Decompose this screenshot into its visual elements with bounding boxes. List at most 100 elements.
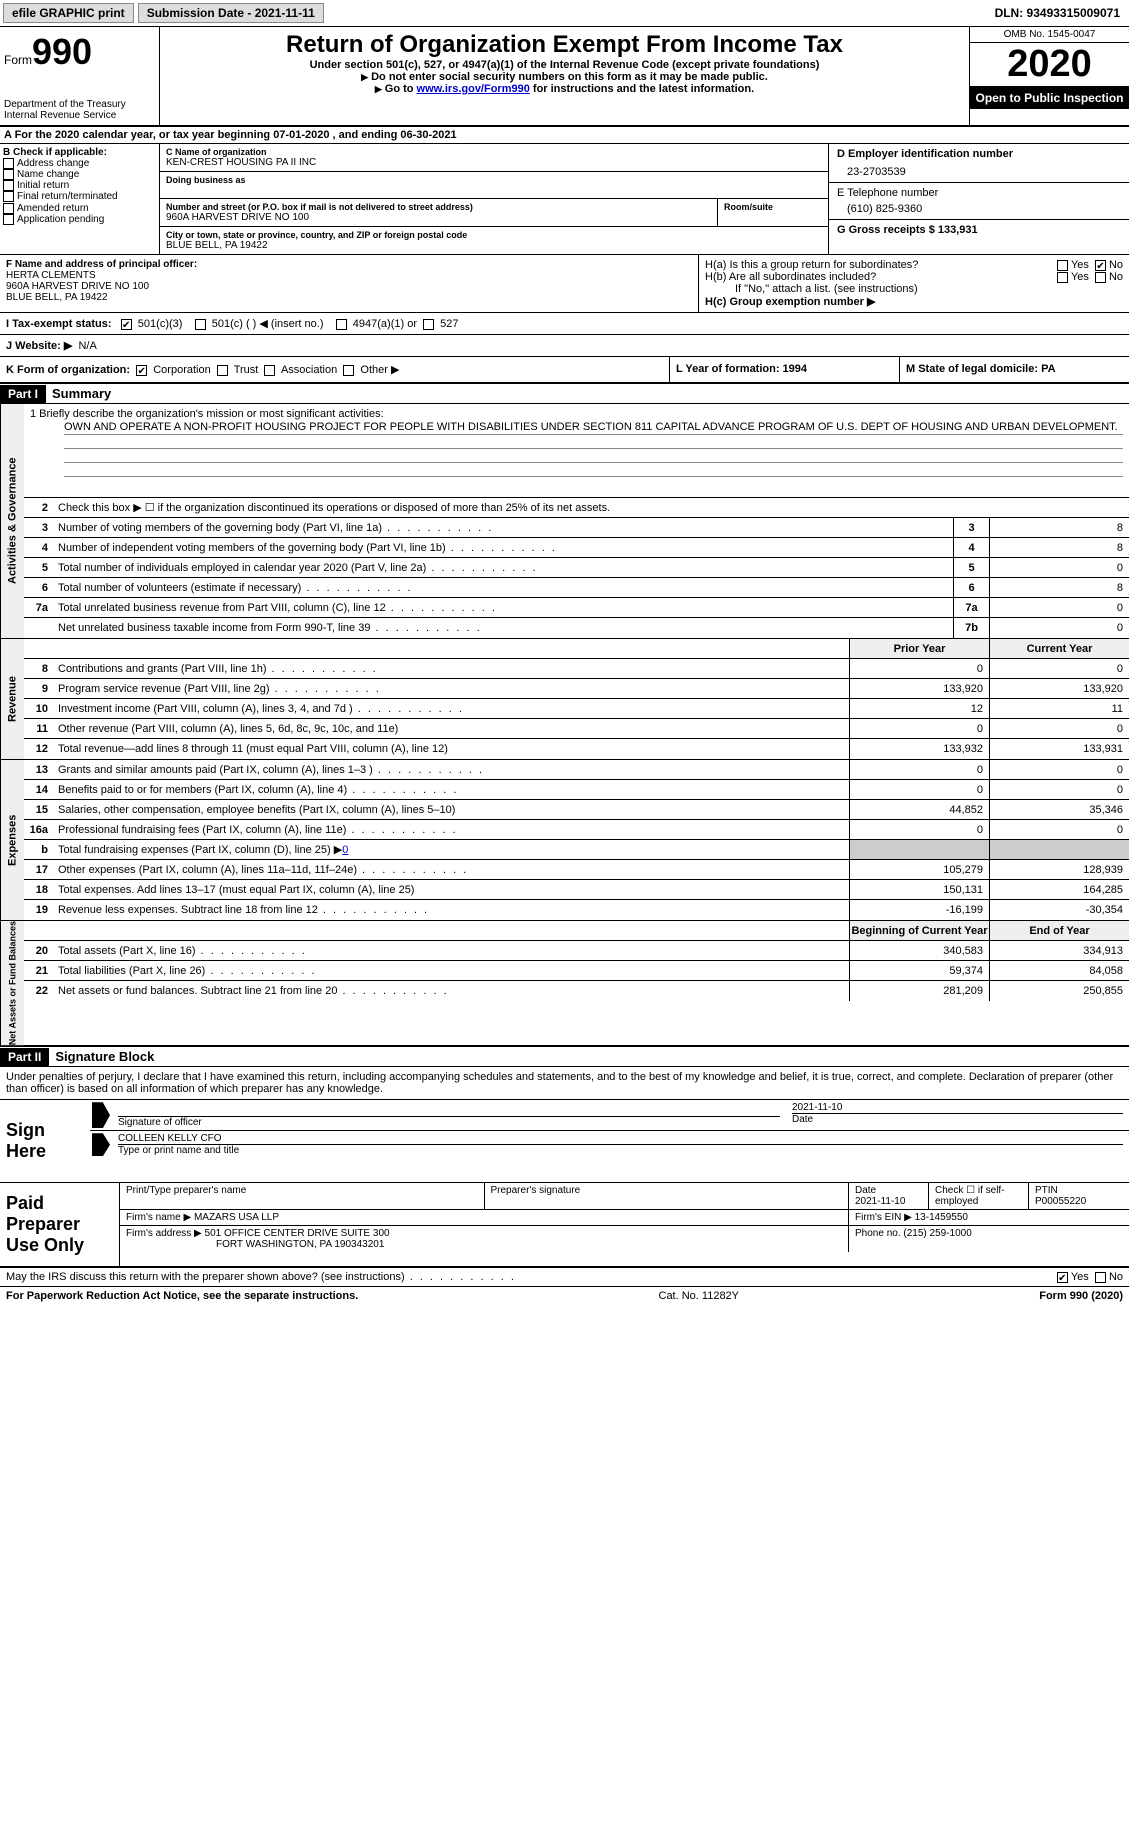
cb-4947[interactable] bbox=[336, 319, 347, 330]
part1-header: Part I Summary bbox=[0, 384, 1129, 404]
section-revenue: Revenue Prior Year Current Year 8Contrib… bbox=[0, 639, 1129, 760]
dept-treasury: Department of the Treasury bbox=[4, 99, 155, 110]
efile-print-button[interactable]: efile GRAPHIC print bbox=[3, 3, 134, 23]
discuss-no-cb[interactable] bbox=[1095, 1272, 1106, 1283]
opt-corp: Corporation bbox=[153, 364, 210, 376]
cb-name-change[interactable]: Name change bbox=[3, 169, 156, 180]
cb-final-return[interactable]: Final return/terminated bbox=[3, 191, 156, 202]
hb-yes: Yes bbox=[1071, 271, 1089, 283]
section-expenses: Expenses 13Grants and similar amounts pa… bbox=[0, 760, 1129, 921]
vtab-revenue: Revenue bbox=[0, 639, 24, 759]
sig-officer-row: Signature of officer 2021-11-10 Date bbox=[90, 1100, 1129, 1131]
firm-addr2: FORT WASHINGTON, PA 190343201 bbox=[126, 1239, 384, 1250]
opt-other: Other ▶ bbox=[360, 364, 399, 376]
ptin-value: P00055220 bbox=[1035, 1196, 1123, 1207]
opt-assoc: Association bbox=[281, 364, 337, 376]
top-bar: efile GRAPHIC print Submission Date - 20… bbox=[0, 0, 1129, 27]
cb-address-change[interactable]: Address change bbox=[3, 158, 156, 169]
cb-trust[interactable] bbox=[217, 365, 228, 376]
discuss-yes-cb[interactable] bbox=[1057, 1272, 1068, 1283]
h-b-text: H(b) Are all subordinates included? bbox=[705, 271, 1057, 283]
line-6: 6Total number of volunteers (estimate if… bbox=[24, 578, 1129, 598]
hb-no-cb[interactable] bbox=[1095, 272, 1106, 283]
signature-intro: Under penalties of perjury, I declare th… bbox=[0, 1067, 1129, 1100]
section-net-assets: Net Assets or Fund Balances Beginning of… bbox=[0, 921, 1129, 1047]
ha-no-cb[interactable] bbox=[1095, 260, 1106, 271]
dln-number: DLN: 93493315009071 bbox=[995, 6, 1126, 20]
h-b-note: If "No," attach a list. (see instruction… bbox=[705, 283, 1123, 295]
principal-officer: F Name and address of principal officer:… bbox=[0, 255, 699, 312]
col-c-org-info: C Name of organization KEN-CREST HOUSING… bbox=[160, 144, 829, 254]
cat-no: Cat. No. 11282Y bbox=[659, 1290, 740, 1302]
officer-addr2: BLUE BELL, PA 19422 bbox=[6, 292, 692, 303]
opt-4947: 4947(a)(1) or bbox=[353, 318, 417, 330]
cb-527[interactable] bbox=[423, 319, 434, 330]
part2-header: Part II Signature Block bbox=[0, 1047, 1129, 1067]
line-22: 22Net assets or fund balances. Subtract … bbox=[24, 981, 1129, 1001]
irs-link[interactable]: www.irs.gov/Form990 bbox=[417, 83, 530, 95]
line-10: 10Investment income (Part VIII, column (… bbox=[24, 699, 1129, 719]
cb-initial-return[interactable]: Initial return bbox=[3, 180, 156, 191]
opt-501c: 501(c) ( ) ◀ (insert no.) bbox=[212, 318, 324, 330]
prep-row-2: Firm's name ▶ MAZARS USA LLP Firm's EIN … bbox=[120, 1210, 1129, 1226]
paid-preparer-block: Paid Preparer Use Only Print/Type prepar… bbox=[0, 1183, 1129, 1268]
mission-label: 1 Briefly describe the organization's mi… bbox=[30, 408, 1123, 420]
cb-application-pending[interactable]: Application pending bbox=[3, 214, 156, 225]
ha-yes-cb[interactable] bbox=[1057, 260, 1068, 271]
prep-name-label: Print/Type preparer's name bbox=[120, 1183, 485, 1209]
addr-row: Number and street (or P.O. box if mail i… bbox=[160, 199, 828, 227]
line-19: 19Revenue less expenses. Subtract line 1… bbox=[24, 900, 1129, 920]
col-b-checkboxes: B Check if applicable: Address change Na… bbox=[0, 144, 160, 254]
tax-exempt-label: I Tax-exempt status: bbox=[6, 318, 112, 330]
room-suite-label: Room/suite bbox=[718, 199, 828, 226]
cb-501c3[interactable] bbox=[121, 319, 132, 330]
l16b-link[interactable]: 0 bbox=[342, 844, 348, 856]
part1-title: Summary bbox=[46, 384, 117, 403]
block-bcd: B Check if applicable: Address change Na… bbox=[0, 144, 1129, 255]
line-21: 21Total liabilities (Part X, line 26) 59… bbox=[24, 961, 1129, 981]
h-c-text: H(c) Group exemption number ▶ bbox=[705, 295, 1123, 308]
website-value: N/A bbox=[78, 340, 96, 352]
city-cell: City or town, state or province, country… bbox=[160, 227, 828, 254]
tel-value: (610) 825-9360 bbox=[837, 199, 1121, 215]
cb-other[interactable] bbox=[343, 365, 354, 376]
open-to-public: Open to Public Inspection bbox=[970, 87, 1129, 109]
page-footer: For Paperwork Reduction Act Notice, see … bbox=[0, 1287, 1129, 1305]
prep-row-3: Firm's address ▶ 501 OFFICE CENTER DRIVE… bbox=[120, 1226, 1129, 1252]
cb-501c[interactable] bbox=[195, 319, 206, 330]
line-18: 18Total expenses. Add lines 13–17 (must … bbox=[24, 880, 1129, 900]
officer-name-title: COLLEEN KELLY CFO bbox=[118, 1133, 1123, 1144]
firm-addr-label: Firm's address ▶ bbox=[126, 1228, 202, 1239]
row-f-h: F Name and address of principal officer:… bbox=[0, 255, 1129, 313]
goto-pre: Go to bbox=[375, 83, 417, 95]
year-formation: L Year of formation: 1994 bbox=[669, 357, 899, 382]
opt-501c3: 501(c)(3) bbox=[138, 318, 183, 330]
f-label: F Name and address of principal officer: bbox=[6, 259, 692, 270]
discuss-text: May the IRS discuss this return with the… bbox=[6, 1271, 516, 1283]
gross-receipts: G Gross receipts $ 133,931 bbox=[829, 220, 1129, 240]
h-a-text: H(a) Is this a group return for subordin… bbox=[705, 259, 1057, 271]
firm-ein: 13-1459550 bbox=[915, 1212, 968, 1223]
prep-date: 2021-11-10 bbox=[855, 1196, 922, 1207]
line-9: 9Program service revenue (Part VIII, lin… bbox=[24, 679, 1129, 699]
prep-sig-label: Preparer's signature bbox=[485, 1183, 850, 1209]
cb-corp[interactable] bbox=[136, 365, 147, 376]
sign-here-block: Sign Here Signature of officer 2021-11-1… bbox=[0, 1100, 1129, 1183]
na-header: Beginning of Current Year End of Year bbox=[24, 921, 1129, 941]
vtab-expenses: Expenses bbox=[0, 760, 24, 920]
part2-title: Signature Block bbox=[49, 1047, 160, 1066]
prep-row-1: Print/Type preparer's name Preparer's si… bbox=[120, 1183, 1129, 1210]
cb-amended-return[interactable]: Amended return bbox=[3, 203, 156, 214]
vtab-net-assets: Net Assets or Fund Balances bbox=[0, 921, 24, 1045]
sign-here-label: Sign Here bbox=[0, 1100, 90, 1182]
cb-assoc[interactable] bbox=[264, 365, 275, 376]
sig-date: 2021-11-10 bbox=[792, 1102, 1123, 1113]
street-address: 960A HARVEST DRIVE NO 100 bbox=[166, 212, 711, 223]
hb-yes-cb[interactable] bbox=[1057, 272, 1068, 283]
form-number: Form990 bbox=[4, 31, 155, 73]
form-header: Form990 Department of the Treasury Inter… bbox=[0, 27, 1129, 127]
line-7a: 7aTotal unrelated business revenue from … bbox=[24, 598, 1129, 618]
line-16a: 16aProfessional fundraising fees (Part I… bbox=[24, 820, 1129, 840]
ptin-label: PTIN bbox=[1035, 1185, 1123, 1196]
sig-date-label: Date bbox=[792, 1113, 1123, 1125]
